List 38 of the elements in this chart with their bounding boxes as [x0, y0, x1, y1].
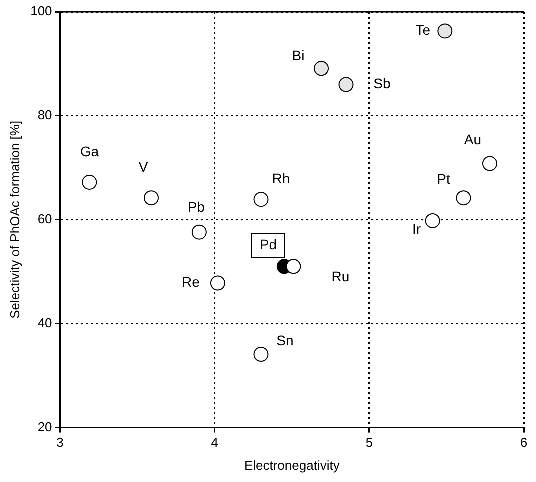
- point: [425, 213, 440, 228]
- point: [254, 347, 269, 362]
- annotation: V: [138, 158, 149, 175]
- annotation: Sb: [374, 76, 392, 92]
- y-tick-label: 80: [38, 108, 52, 123]
- x-tick-label: 3: [56, 435, 64, 450]
- y-tick-label: 100: [30, 4, 52, 19]
- annotation: Pb: [188, 199, 206, 216]
- y-tick-label: 20: [38, 419, 52, 434]
- point: [192, 224, 207, 240]
- y-tick-label: 40: [38, 315, 52, 330]
- point: [338, 77, 354, 92]
- annotation: Ru: [332, 268, 350, 285]
- annotation: Bi: [292, 48, 305, 64]
- annotation: Sn: [276, 332, 294, 348]
- point: [314, 61, 330, 76]
- point: [144, 190, 159, 206]
- y-axis-title: Selectivity of PhOAc formation [%]: [7, 120, 22, 319]
- point: [286, 259, 302, 274]
- annotation: Pt: [437, 170, 450, 187]
- point: [456, 190, 472, 206]
- annotation: Ir: [412, 220, 422, 237]
- point: [254, 192, 269, 208]
- annotation: Ga: [80, 143, 100, 160]
- point: [482, 156, 498, 172]
- x-tick-label: 5: [366, 435, 374, 450]
- annotation: Pd: [260, 236, 277, 253]
- annotation: Au: [464, 132, 482, 148]
- point: [210, 276, 226, 291]
- x-tick-label: 6: [520, 435, 528, 450]
- annotation: Rh: [272, 170, 290, 186]
- x-axis-title: Electronegativity: [244, 458, 340, 473]
- x-tick-label: 4: [211, 435, 218, 450]
- point: [82, 174, 98, 190]
- y-tick-label: 60: [38, 211, 52, 226]
- point: [438, 24, 453, 39]
- annotation: Te: [416, 22, 431, 38]
- annotation: Re: [182, 274, 200, 290]
